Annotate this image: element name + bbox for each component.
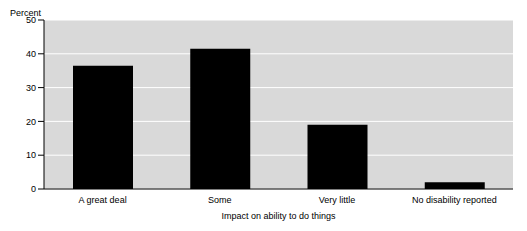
- svg-text:20: 20: [26, 117, 36, 127]
- html-text:Percent: Percent: [10, 8, 41, 18]
- svg-text:30: 30: [26, 83, 36, 93]
- svg-text:Very little: Very little: [319, 195, 356, 205]
- svg-text:50: 50: [26, 15, 36, 25]
- svg-text:A great deal: A great deal: [79, 195, 127, 205]
- svg-text:10: 10: [26, 150, 36, 160]
- svg-text:No disability reported: No disability reported: [412, 195, 497, 205]
- svg-text:0: 0: [31, 184, 36, 194]
- svg-text:Impact on ability to do things: Impact on ability to do things: [221, 211, 336, 221]
- svg-text:40: 40: [26, 49, 36, 59]
- svg-text:Some: Some: [208, 195, 232, 205]
